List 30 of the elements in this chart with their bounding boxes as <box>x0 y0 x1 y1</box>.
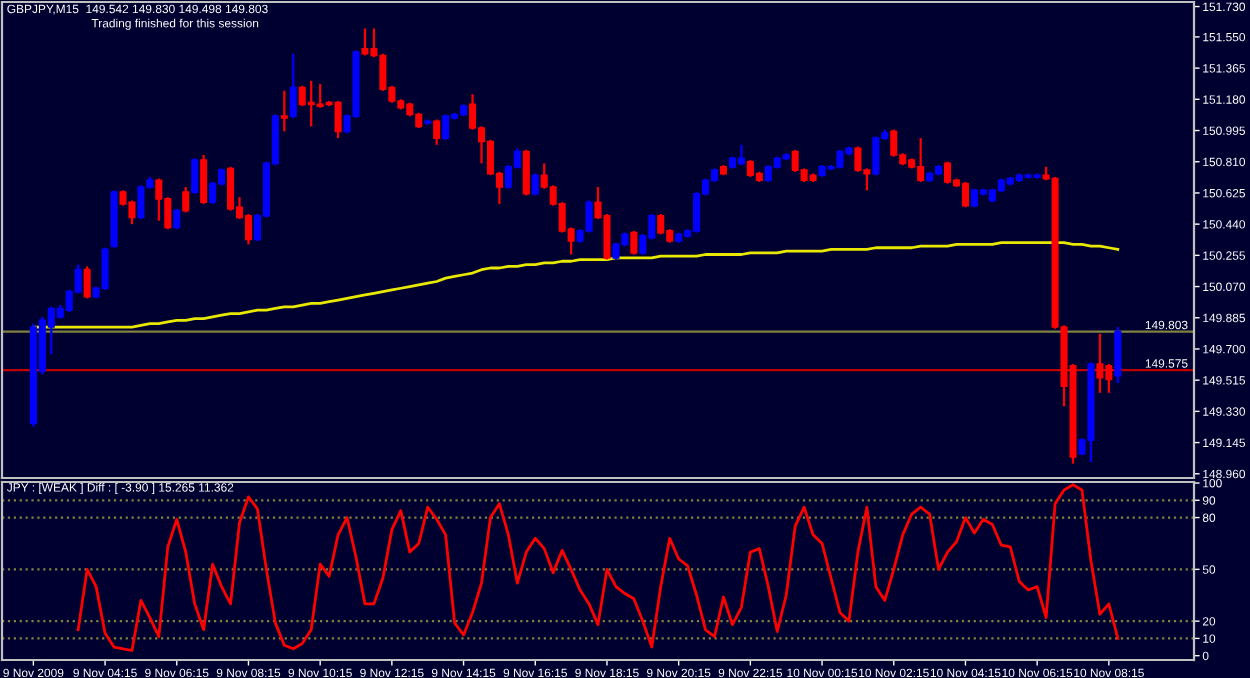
candlestick <box>137 184 145 221</box>
candlestick <box>1114 325 1122 385</box>
candlestick <box>191 157 199 195</box>
candlestick <box>433 118 441 146</box>
candlestick <box>961 180 969 209</box>
candlestick <box>289 52 297 119</box>
candlestick <box>244 212 252 246</box>
candlestick <box>334 99 342 140</box>
candlestick <box>280 89 288 133</box>
candlestick <box>1096 332 1104 394</box>
candlestick <box>83 265 91 300</box>
candlestick <box>442 113 450 141</box>
candlestick <box>872 135 880 177</box>
candlestick <box>200 153 208 206</box>
candlestick <box>522 148 530 197</box>
candlestick <box>890 128 898 158</box>
candlestick <box>630 229 638 256</box>
candlestick <box>657 212 665 236</box>
line-series <box>76 483 1120 652</box>
candlestick <box>361 27 369 57</box>
candlestick <box>585 199 593 234</box>
line-series <box>31 241 1120 329</box>
candlestick <box>737 143 745 167</box>
candlestick <box>182 185 190 214</box>
candlestick <box>854 145 862 173</box>
candlestick <box>173 207 181 231</box>
candlestick <box>155 177 163 222</box>
candlestick <box>101 246 109 292</box>
candlestick <box>227 165 235 212</box>
candlestick <box>944 160 952 185</box>
